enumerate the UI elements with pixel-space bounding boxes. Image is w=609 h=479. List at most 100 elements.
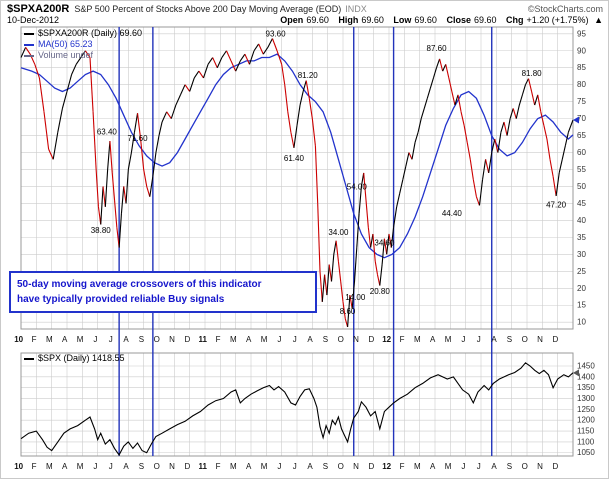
price-segment [48,148,54,160]
price-segment [158,121,163,136]
y-axis-tick-label: 50 [577,182,586,191]
price-segment [488,152,493,173]
x-axis-label: M [445,462,452,471]
x-axis-label: J [277,335,281,344]
price-segment [399,179,404,194]
annotation-callout: 50-day moving average crossovers of this… [9,271,317,313]
chart-title: S&P 500 Percent of Stocks Above 200 Day … [74,4,342,14]
price-segment [426,87,431,99]
x-axis-label: A [246,335,252,344]
x-axis-label: 10 [14,462,23,471]
x-axis-label: A [123,462,129,471]
price-segment [405,152,410,167]
price-segment [193,70,200,79]
y-axis-tick-label: 1400 [577,372,595,381]
price-segment [367,227,372,248]
x-axis-label: S [139,462,144,471]
legend-item-volume: Volume undef [24,50,142,61]
quote-header: 10-Dec-2012 Open 69.60 High 69.60 Low 69.60… [7,15,603,25]
price-segment [524,78,530,85]
close-label: Close [446,15,471,25]
price-segment [116,227,120,248]
x-axis-label: O [154,462,160,471]
price-point-label: 38.80 [91,226,112,235]
price-segment [149,176,154,197]
price-segment [454,94,459,106]
x-axis-label: J [461,462,465,471]
price-segment [281,64,286,85]
price-segment [527,78,533,92]
annotation-line-1: 50-day moving average crossovers of this… [17,279,262,290]
legend-item-ma50: MA(50) 65.23 [24,39,142,50]
price-segment [381,238,385,265]
x-axis-label: A [307,462,313,471]
price-point-label: 14.00 [345,293,366,302]
price-segment [390,227,395,248]
price-segment [207,57,214,65]
price-segment [104,169,109,207]
y-axis-tick-label: 25 [577,267,586,276]
high-value: 69.60 [361,15,384,25]
x-axis-label: S [507,335,512,344]
price-segment [328,264,333,282]
price-segment [296,104,301,126]
price-segment [561,145,566,160]
chg-up-arrow-icon: ▲ [594,15,603,25]
x-axis-label: N [169,335,175,344]
price-segment [175,94,181,106]
price-segment [34,64,40,79]
x-axis-label: M [46,462,53,471]
price-segment [152,152,157,177]
price-segment [420,108,425,119]
price-segment [253,43,260,52]
price-segment [417,118,422,133]
price-segment [518,94,523,106]
x-axis-label: O [522,462,528,471]
y-axis-tick-label: 1250 [577,405,595,414]
x-axis-label: A [491,335,497,344]
x-axis-label: A [62,335,68,344]
price-segment [143,169,148,187]
price-segment [326,264,330,296]
open-value: 69.60 [306,15,329,25]
price-point-label: 34.00 [328,228,349,237]
price-segment [365,200,369,228]
price-segment [184,84,191,92]
price-segment [267,38,273,48]
chg-value: +1.20 (+1.75%) [526,15,589,25]
y-axis-tick-label: 1300 [577,394,595,403]
x-axis-label: S [507,462,512,471]
price-segment [80,50,86,58]
x-axis-label: J [477,462,481,471]
price-segment [448,77,453,92]
price-point-label: 20.80 [370,287,391,296]
price-segment [293,125,298,148]
price-segment [445,64,450,79]
x-axis-label: S [139,335,144,344]
y-axis-tick-label: 30 [577,250,586,259]
y-axis-tick-label: 1200 [577,416,595,425]
price-segment [127,152,132,170]
panel-border [20,26,574,330]
y-axis-tick-label: 85 [577,63,586,72]
low-label: Low [393,15,412,25]
price-segment [469,159,474,180]
price-segment [287,111,292,133]
price-segment [57,108,63,133]
y-axis-tick-label: 1450 [577,362,595,371]
x-axis-label: N [353,335,359,344]
price-segment [497,132,502,153]
annotation-line-2: have typically provided reliable Buy sig… [17,294,225,305]
price-point-label: 47.20 [546,200,567,209]
price-segment [411,142,416,160]
panel-border [20,352,574,457]
price-segment [71,64,77,75]
copyright: ©StockCharts.com [527,4,603,14]
price-segment [531,91,536,106]
price-segment [319,271,323,302]
x-axis-label: M [77,462,84,471]
price-segment [118,213,122,248]
price-segment [564,132,569,146]
price-point-label: 44.40 [442,209,463,218]
low-value: 69.60 [414,15,437,25]
